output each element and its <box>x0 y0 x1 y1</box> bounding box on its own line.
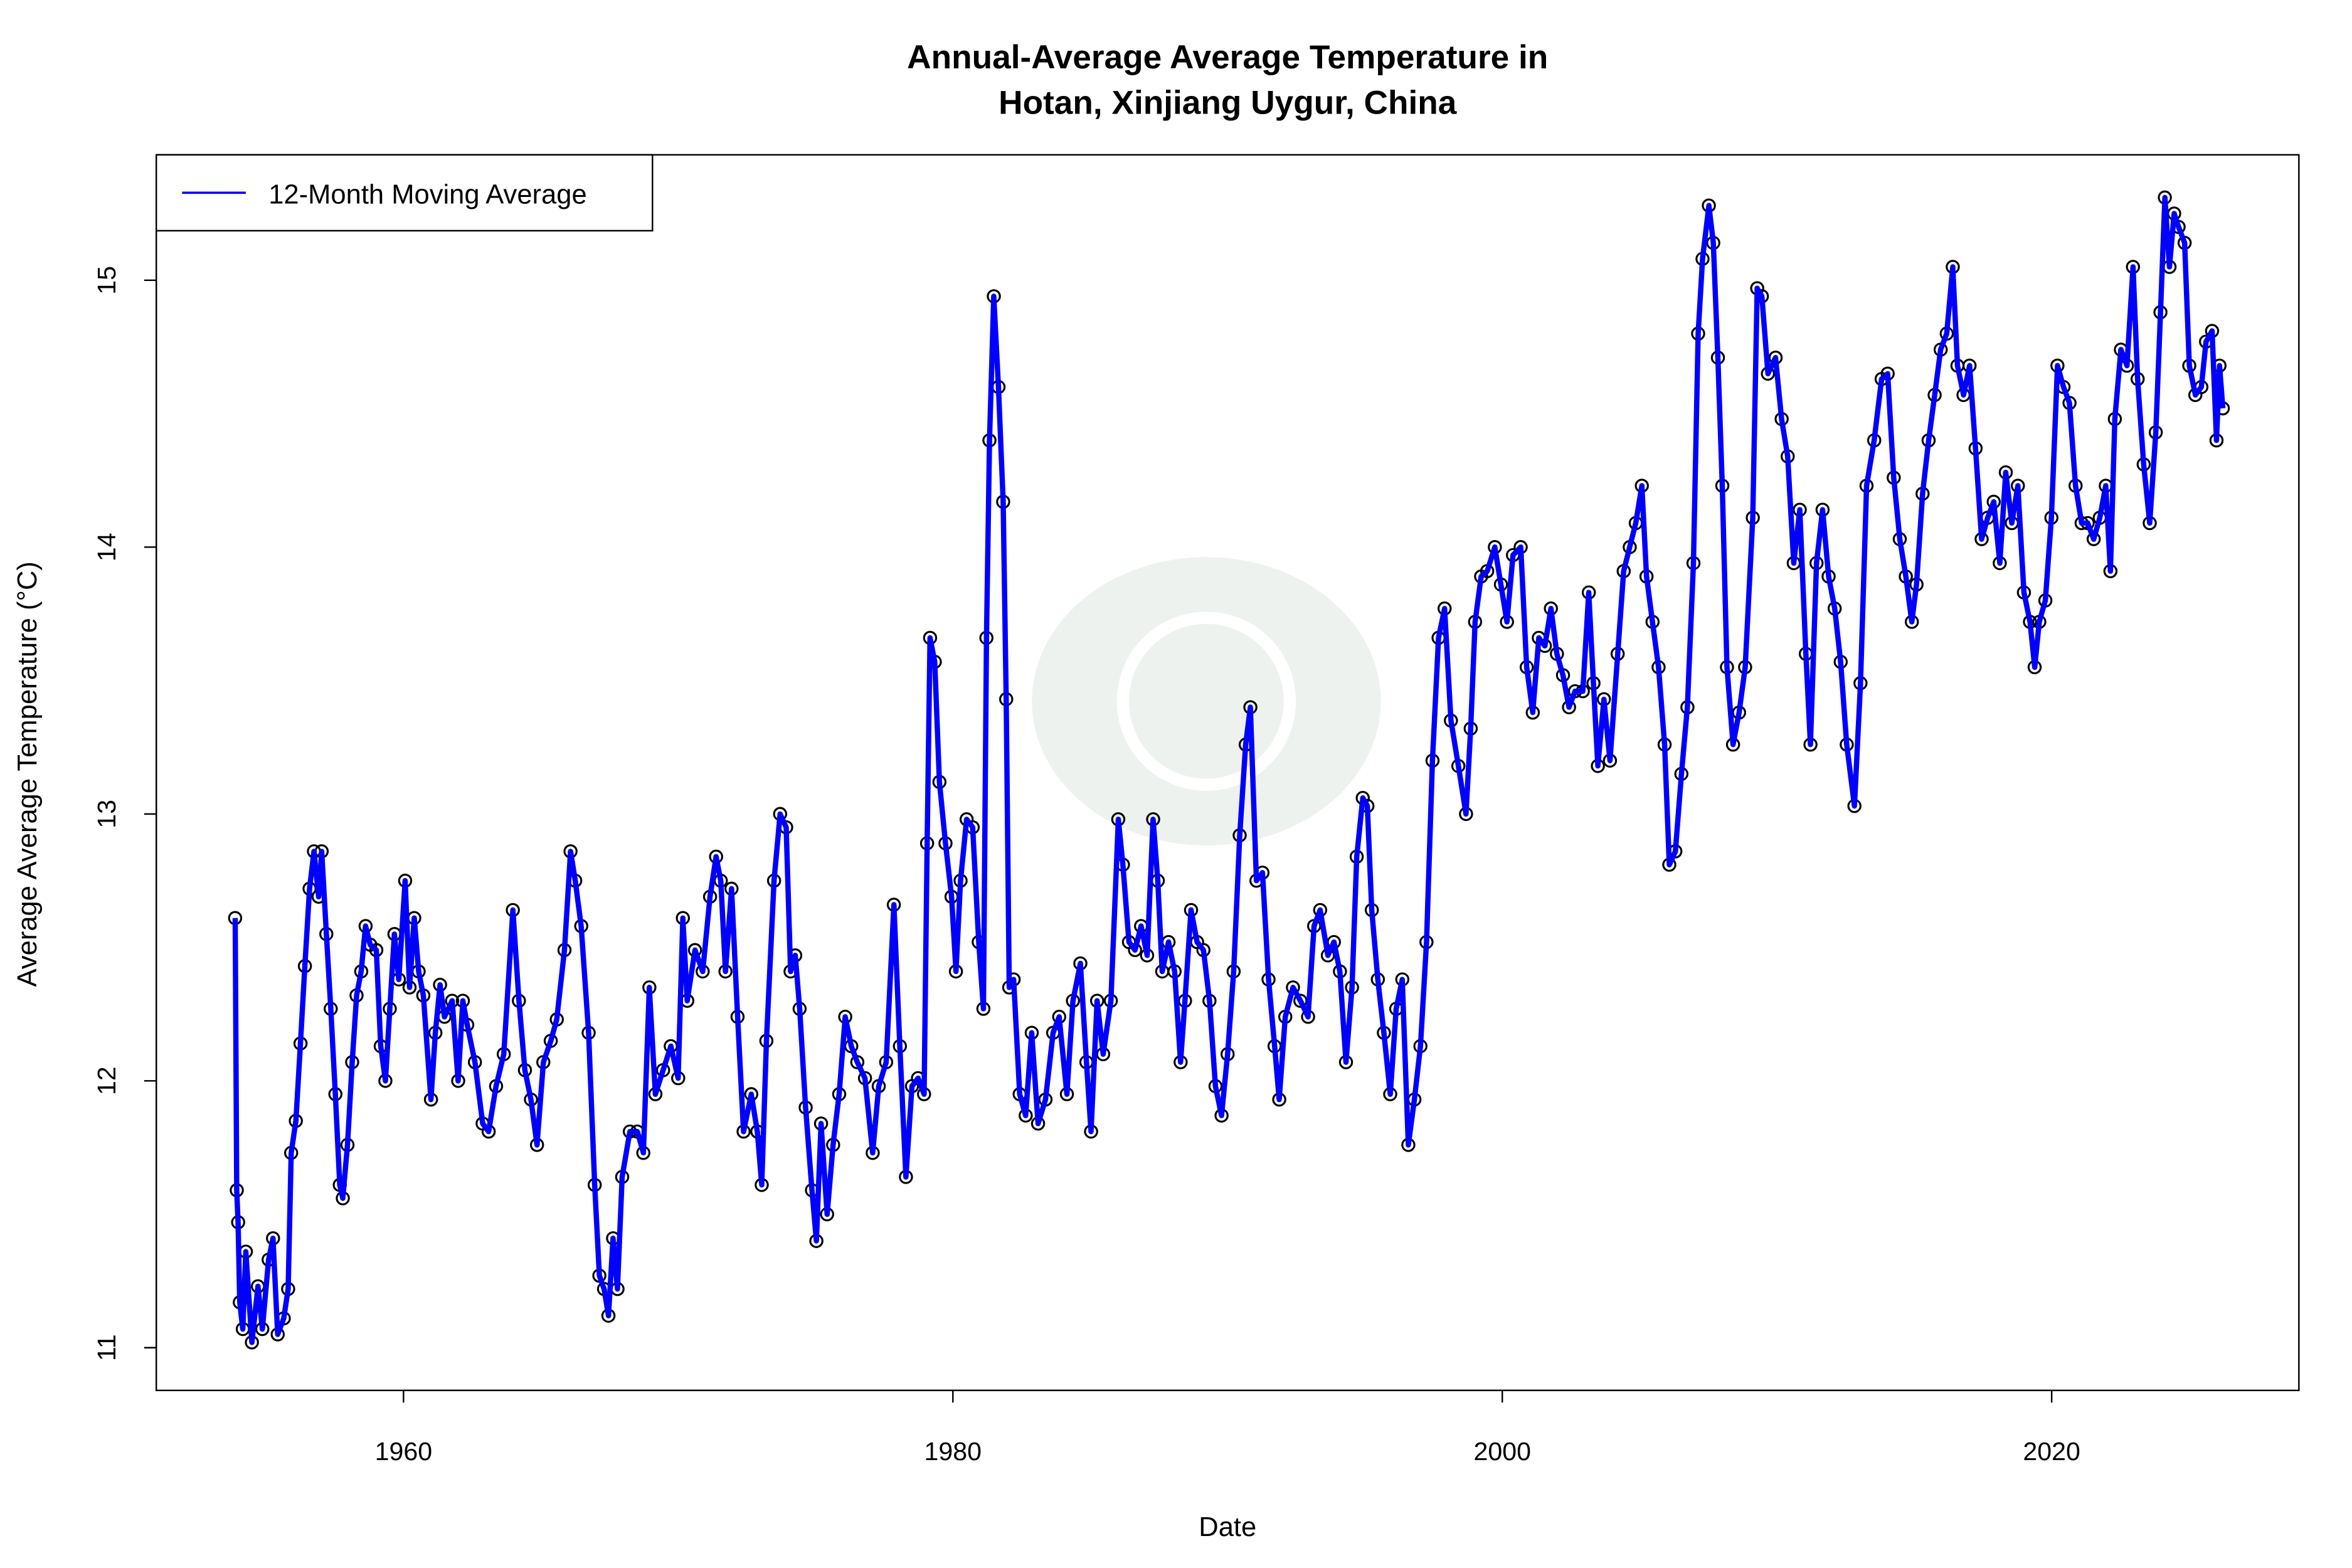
series-12-month-moving-average <box>228 190 2230 1350</box>
legend: 12-Month Moving Average <box>155 154 654 232</box>
chart-title-line1: Annual-Average Average Temperature in <box>907 39 1548 76</box>
y-tick-label: 13 <box>92 800 121 829</box>
watermark-globe-outline <box>1116 612 1296 791</box>
plot-frame <box>155 154 2300 1392</box>
chart-title-line2: Hotan, Xinjiang Uygur, China <box>999 85 1457 122</box>
x-axis-label: Date <box>1199 1512 1256 1542</box>
x-tick-label: 1960 <box>375 1437 432 1466</box>
y-tick-label: 11 <box>92 1334 121 1361</box>
x-tick-label: 2000 <box>1473 1437 1530 1466</box>
x-tick-label: 2020 <box>2023 1437 2080 1466</box>
y-tick-label: 12 <box>92 1066 121 1095</box>
watermark <box>1032 557 1381 846</box>
legend-label: 12-Month Moving Average <box>268 179 586 209</box>
y-axis-label: Average Average Temperature (°C) <box>13 561 43 987</box>
y-tick-label: 15 <box>92 266 121 295</box>
series-line <box>232 194 2226 1345</box>
x-tick-label: 1980 <box>924 1437 982 1466</box>
watermark-globe-icon <box>1032 557 1381 846</box>
y-tick-label: 14 <box>92 532 121 561</box>
